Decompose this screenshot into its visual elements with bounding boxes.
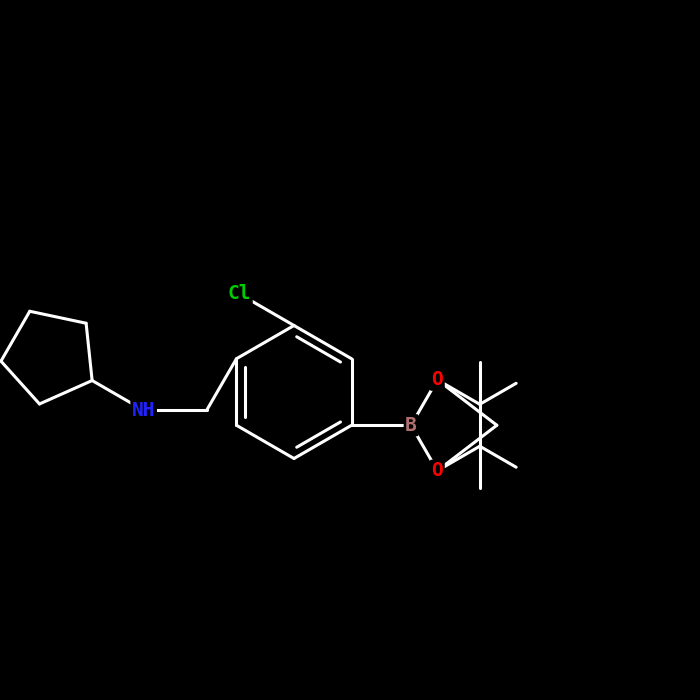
Text: NH: NH <box>132 401 155 420</box>
Text: B: B <box>405 416 417 435</box>
Text: O: O <box>431 461 443 480</box>
Text: O: O <box>431 370 443 389</box>
Text: Cl: Cl <box>228 284 251 304</box>
